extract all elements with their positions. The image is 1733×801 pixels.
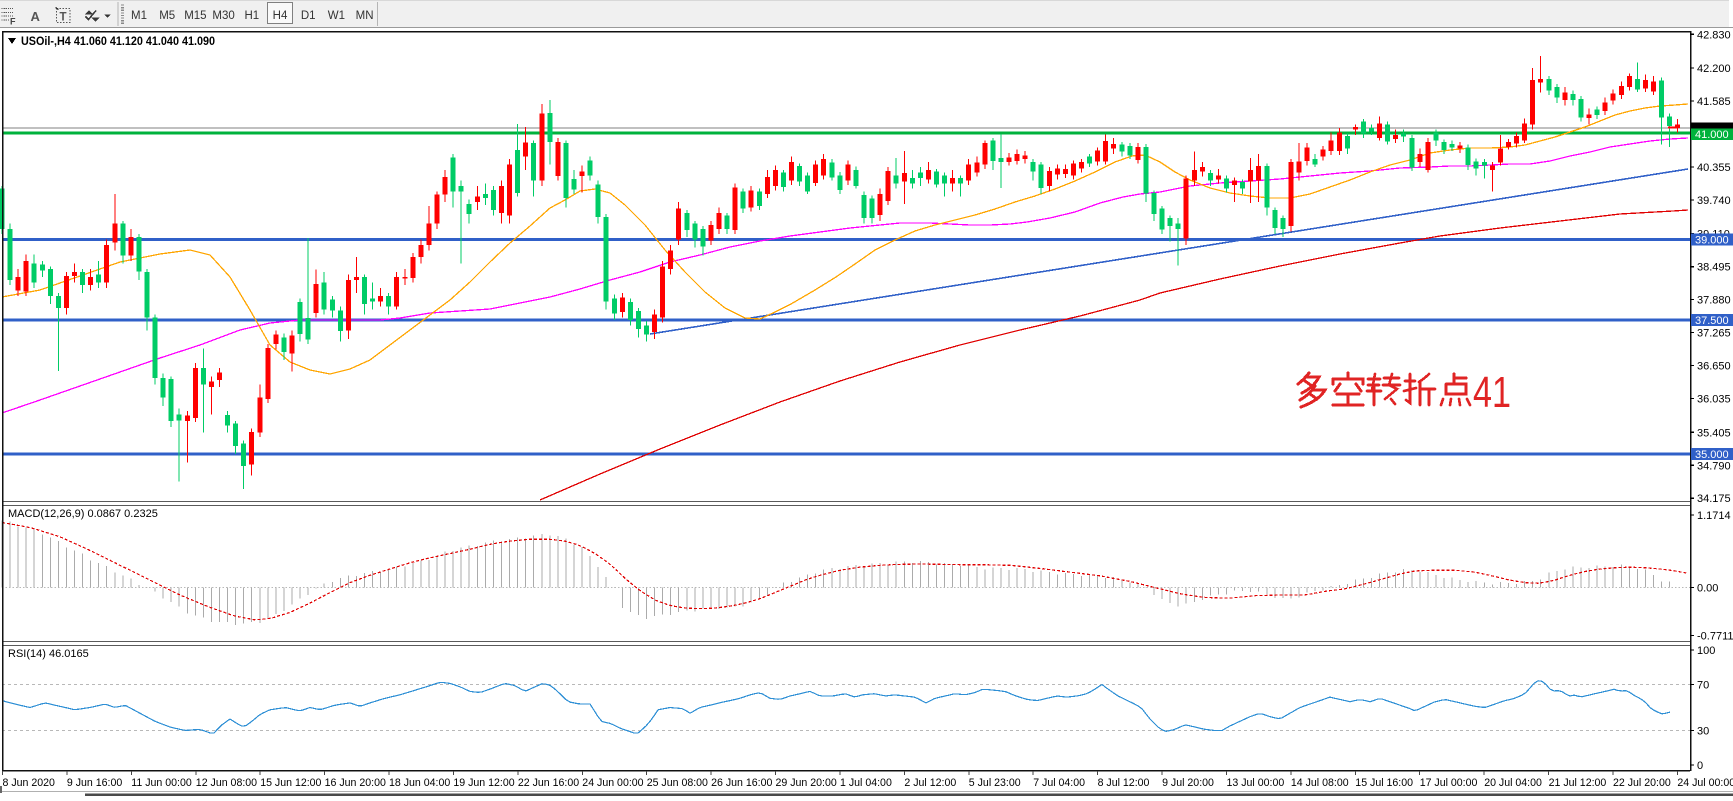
svg-text:1.1714: 1.1714 — [1697, 510, 1731, 522]
svg-text:37.500: 37.500 — [1695, 315, 1729, 327]
svg-text:15 Jun 12:00: 15 Jun 12:00 — [260, 777, 321, 789]
svg-text:42.830: 42.830 — [1697, 29, 1731, 41]
svg-text:RSI(14) 46.0165: RSI(14) 46.0165 — [8, 648, 89, 660]
svg-text:MN: MN — [356, 10, 374, 22]
svg-text:37.265: 37.265 — [1697, 328, 1731, 340]
svg-text:16 Jun 20:00: 16 Jun 20:00 — [325, 777, 386, 789]
svg-text:21 Jul 12:00: 21 Jul 12:00 — [1549, 777, 1607, 789]
svg-text:9 Jun 16:00: 9 Jun 16:00 — [67, 777, 122, 789]
svg-text:22 Jul 20:00: 22 Jul 20:00 — [1613, 777, 1671, 789]
svg-text:H4: H4 — [273, 10, 288, 22]
svg-text:M1: M1 — [131, 10, 147, 22]
svg-text:5 Jul 23:00: 5 Jul 23:00 — [969, 777, 1021, 789]
svg-text:T: T — [60, 12, 67, 24]
svg-text:12 Jun 08:00: 12 Jun 08:00 — [196, 777, 257, 789]
svg-text:20 Jul 04:00: 20 Jul 04:00 — [1484, 777, 1542, 789]
svg-text:41.585: 41.585 — [1697, 96, 1731, 108]
svg-text:34.790: 34.790 — [1697, 460, 1731, 472]
svg-text:24 Jul 00:00: 24 Jul 00:00 — [1677, 777, 1733, 789]
svg-text:24 Jun 00:00: 24 Jun 00:00 — [582, 777, 643, 789]
svg-text:H1: H1 — [244, 10, 259, 22]
svg-text:35.405: 35.405 — [1697, 427, 1731, 439]
svg-text:40.355: 40.355 — [1697, 162, 1731, 174]
svg-text:36.035: 36.035 — [1697, 394, 1731, 406]
svg-text:D1: D1 — [301, 10, 316, 22]
svg-text:41.000: 41.000 — [1695, 129, 1729, 141]
svg-text:41: 41 — [1473, 368, 1511, 417]
svg-text:100: 100 — [1697, 645, 1715, 657]
svg-text:17 Jul 00:00: 17 Jul 00:00 — [1420, 777, 1478, 789]
svg-text:8 Jul 12:00: 8 Jul 12:00 — [1098, 777, 1150, 789]
svg-text:USOil-,H4 41.060 41.120 41.04: USOil-,H4 41.060 41.120 41.040 41.090 — [21, 34, 215, 48]
svg-text:13 Jul 00:00: 13 Jul 00:00 — [1227, 777, 1285, 789]
svg-text:1 Jul 04:00: 1 Jul 04:00 — [840, 777, 892, 789]
svg-text:36.650: 36.650 — [1697, 361, 1731, 373]
svg-text:7 Jul 04:00: 7 Jul 04:00 — [1033, 777, 1085, 789]
svg-text:15 Jul 16:00: 15 Jul 16:00 — [1355, 777, 1413, 789]
svg-text:70: 70 — [1697, 680, 1709, 692]
svg-text:9 Jul 20:00: 9 Jul 20:00 — [1162, 777, 1214, 789]
svg-text:42.200: 42.200 — [1697, 63, 1731, 75]
svg-text:14 Jul 08:00: 14 Jul 08:00 — [1291, 777, 1349, 789]
svg-text:29 Jun 20:00: 29 Jun 20:00 — [776, 777, 837, 789]
svg-text:35.000: 35.000 — [1695, 449, 1729, 461]
svg-text:34.175: 34.175 — [1697, 493, 1731, 505]
svg-text:38.495: 38.495 — [1697, 262, 1731, 274]
svg-text:-0.7711: -0.7711 — [1697, 630, 1733, 642]
svg-text:M15: M15 — [184, 10, 206, 22]
svg-text:8 Jun 2020: 8 Jun 2020 — [3, 777, 56, 789]
svg-text:39.740: 39.740 — [1697, 195, 1731, 207]
svg-text:M5: M5 — [159, 10, 175, 22]
svg-text:MACD(12,26,9) 0.0867 0.2325: MACD(12,26,9) 0.0867 0.2325 — [8, 508, 158, 520]
svg-text:22 Jun 16:00: 22 Jun 16:00 — [518, 777, 579, 789]
svg-text:0: 0 — [1697, 760, 1703, 772]
svg-text:2 Jul 12:00: 2 Jul 12:00 — [904, 777, 956, 789]
svg-text:18 Jun 04:00: 18 Jun 04:00 — [389, 777, 450, 789]
svg-text:39.000: 39.000 — [1695, 234, 1729, 246]
svg-text:26 Jun 16:00: 26 Jun 16:00 — [711, 777, 772, 789]
svg-text:25 Jun 08:00: 25 Jun 08:00 — [647, 777, 708, 789]
svg-text:A: A — [31, 9, 41, 24]
svg-text:W1: W1 — [328, 10, 345, 22]
svg-text:30: 30 — [1697, 726, 1709, 738]
svg-text:0.00: 0.00 — [1697, 583, 1718, 595]
svg-text:F: F — [10, 17, 16, 27]
svg-text:37.880: 37.880 — [1697, 295, 1731, 307]
svg-text:11 Jun 00:00: 11 Jun 00:00 — [131, 777, 192, 789]
svg-text:19 Jun 12:00: 19 Jun 12:00 — [453, 777, 514, 789]
svg-text:M30: M30 — [212, 10, 234, 22]
